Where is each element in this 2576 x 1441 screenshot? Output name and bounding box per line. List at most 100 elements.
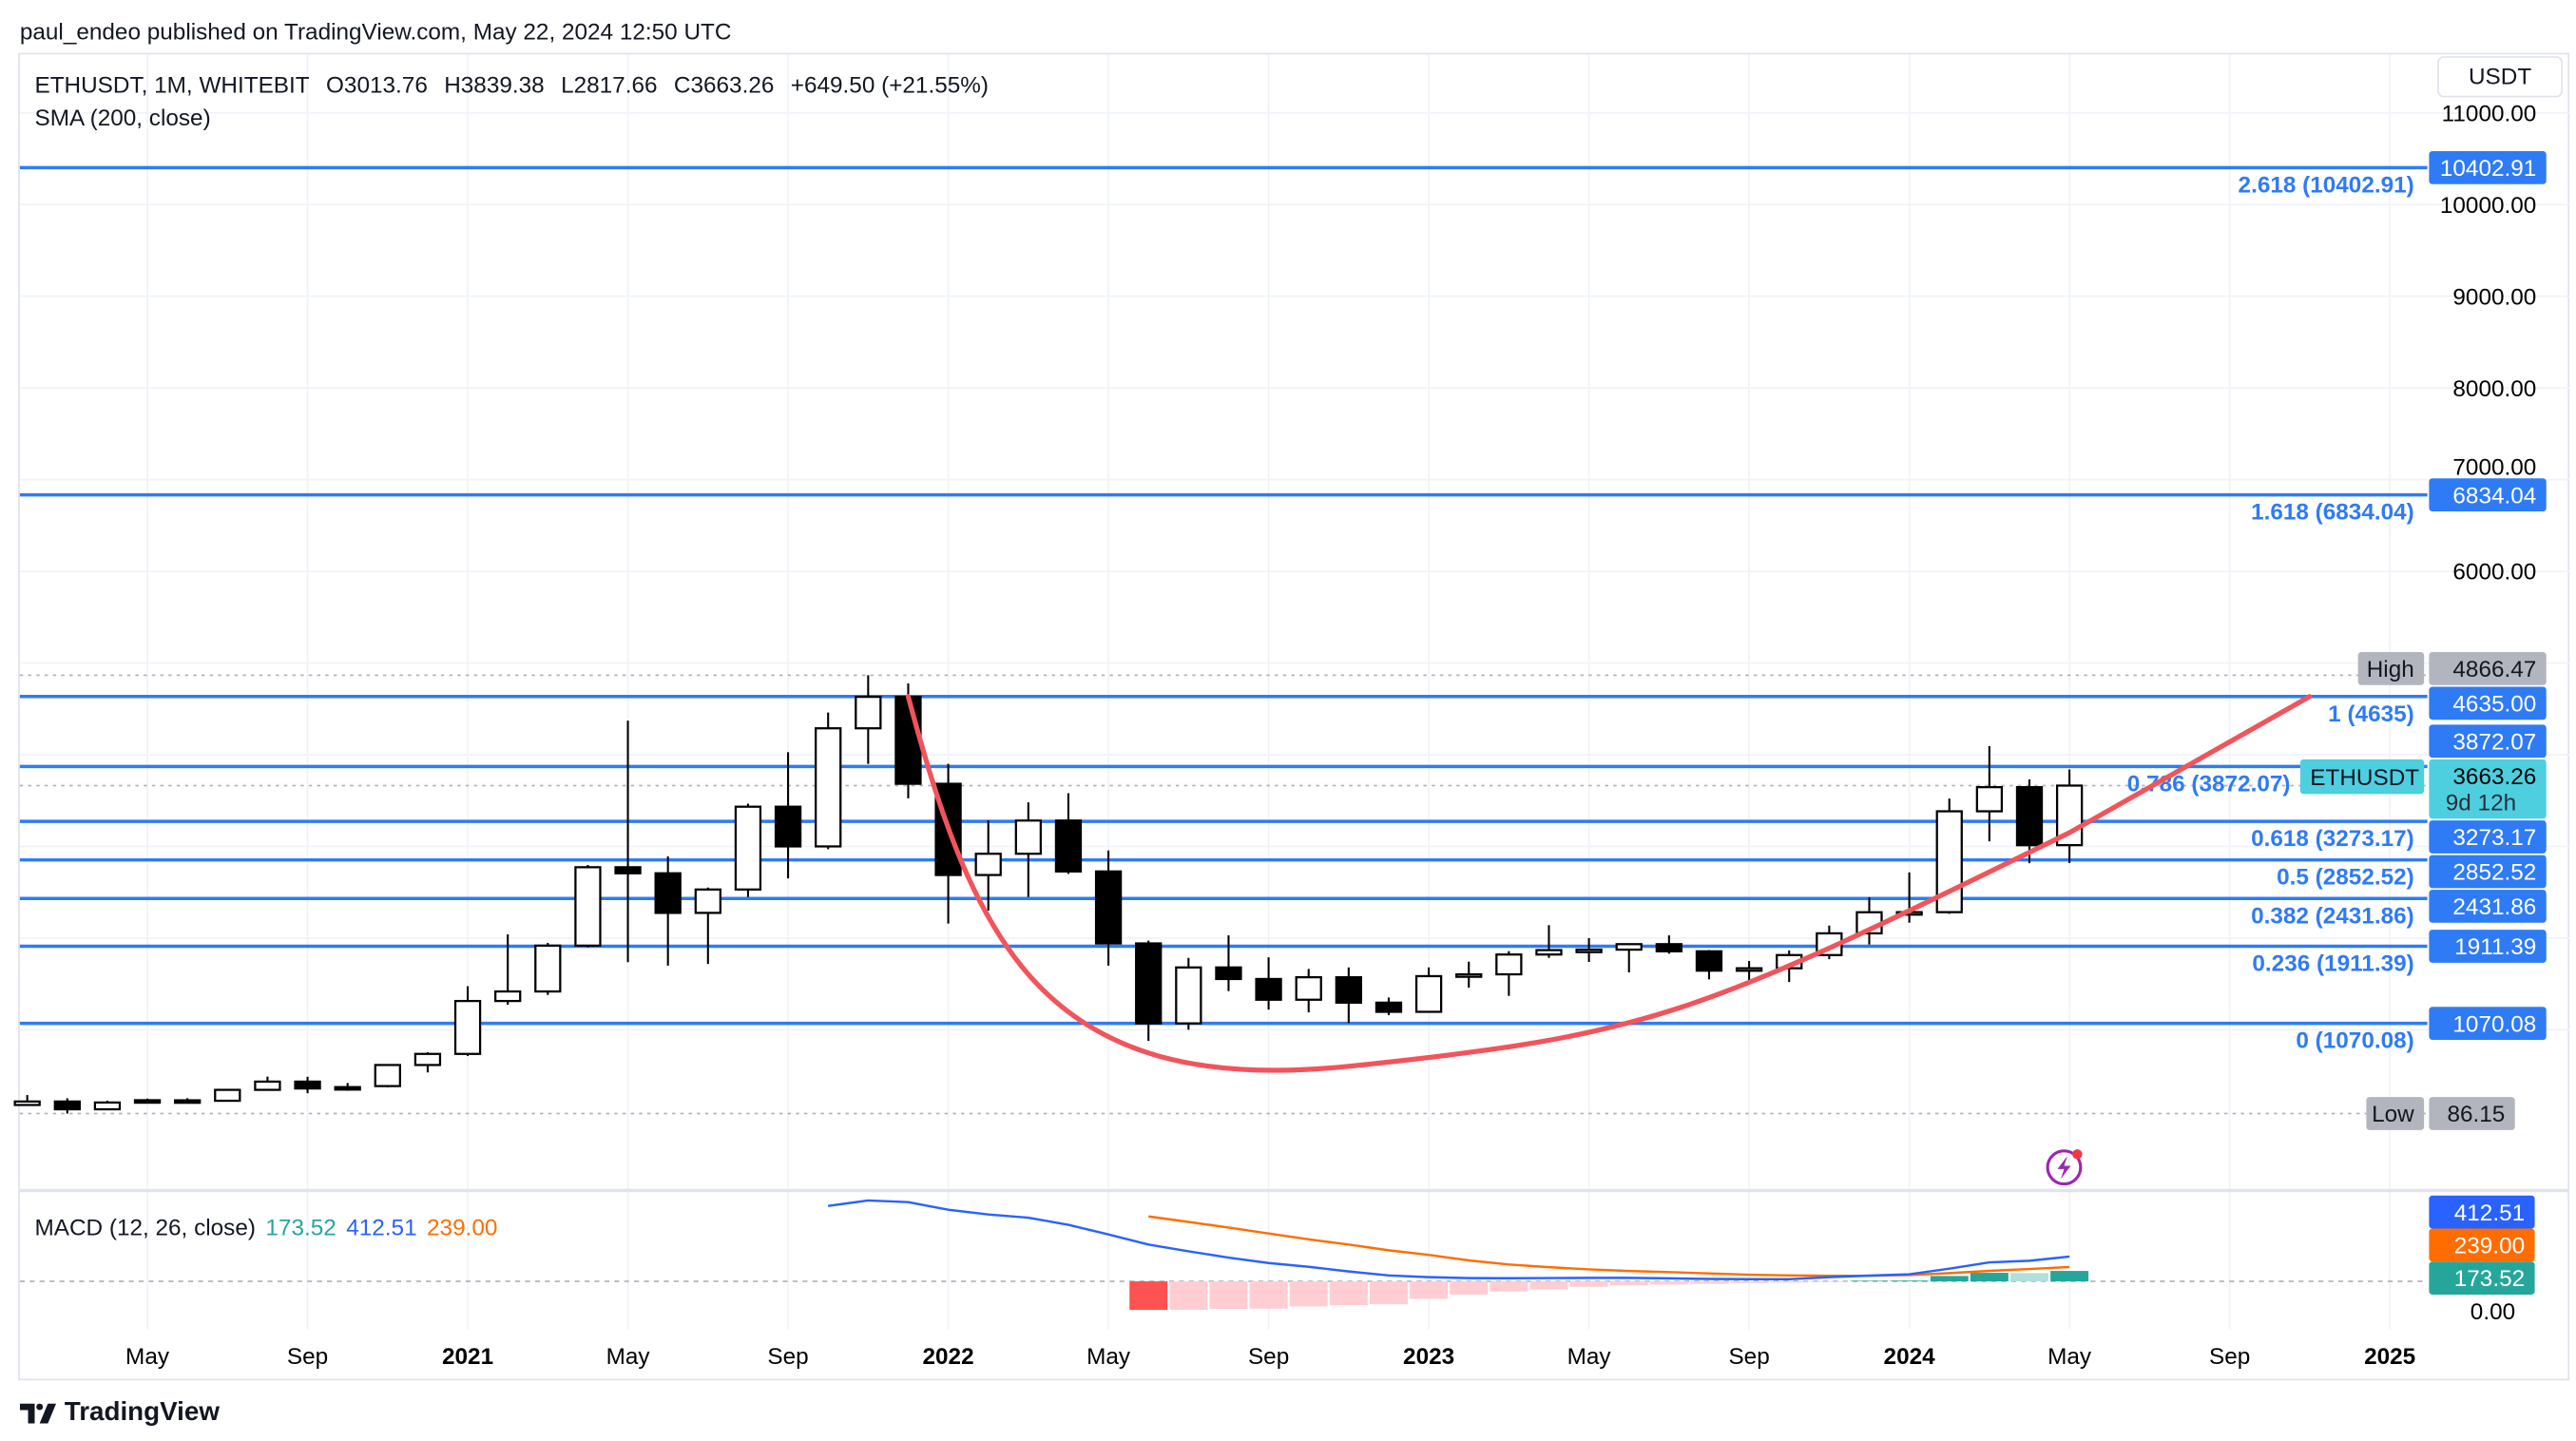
candle[interactable] <box>734 803 762 897</box>
candle[interactable] <box>1975 746 2004 842</box>
candle[interactable] <box>453 986 482 1056</box>
candle[interactable] <box>494 933 522 1005</box>
cup-curve-drawing[interactable] <box>905 694 2313 1073</box>
candle[interactable] <box>294 1076 321 1094</box>
candle[interactable] <box>1735 961 1763 982</box>
lightning-icon[interactable] <box>2046 1149 2083 1186</box>
high-tag[interactable]: High <box>2357 651 2425 685</box>
fib-axis-label[interactable]: 1070.08 <box>2429 1007 2547 1041</box>
sma-indicator-legend[interactable]: SMA (200, close) <box>34 104 211 131</box>
time-axis-tick: 2025 <box>2364 1344 2415 1370</box>
candle[interactable] <box>1054 793 1083 874</box>
signal-axis-label[interactable]: 239.00 <box>2429 1228 2535 1262</box>
candle[interactable] <box>774 752 802 879</box>
symbol-price-tag[interactable]: ETHUSDT <box>2299 759 2425 795</box>
macd-histogram-bar <box>1129 1281 1168 1311</box>
time-axis-tick: Sep <box>1248 1344 1289 1370</box>
candle[interactable] <box>413 1052 442 1073</box>
price-axis-tick: 8000.00 <box>2452 376 2536 402</box>
symbol-price-tag-text: ETHUSDT <box>2310 765 2419 791</box>
candle[interactable] <box>53 1098 81 1114</box>
fib-axis-label[interactable]: 3872.07 <box>2429 724 2547 759</box>
candle[interactable] <box>1695 950 1723 980</box>
candle[interactable] <box>93 1100 122 1111</box>
candle[interactable] <box>1575 937 1603 963</box>
candle[interactable] <box>534 943 562 995</box>
candle[interactable] <box>1655 935 1683 954</box>
candle[interactable] <box>1495 951 1523 996</box>
macd-axis-label-text: 412.51 <box>2454 1201 2525 1226</box>
candle[interactable] <box>1615 943 1643 973</box>
candle[interactable] <box>133 1098 162 1105</box>
candle-body <box>1615 943 1643 951</box>
candle[interactable] <box>2015 779 2044 864</box>
candles <box>13 675 2084 1114</box>
candle[interactable] <box>614 720 642 963</box>
fib-axis-label[interactable]: 2431.86 <box>2429 890 2547 923</box>
candle[interactable] <box>1375 997 1403 1015</box>
candle[interactable] <box>1455 961 1483 989</box>
candle[interactable] <box>974 819 1002 911</box>
fib-axis-label-text: 3872.07 <box>2452 729 2536 755</box>
fib-axis-label[interactable]: 4635.00 <box>2429 686 2547 720</box>
macd-histogram-bar <box>1289 1281 1328 1307</box>
tradingview-logo[interactable]: TradingView <box>19 1398 220 1428</box>
macd-axis-label[interactable]: 412.51 <box>2429 1195 2535 1229</box>
candle[interactable] <box>374 1064 401 1087</box>
fib-axis-label-text: 1911.39 <box>2454 934 2536 960</box>
fib-axis-label[interactable]: 3273.17 <box>2429 820 2547 854</box>
candle[interactable] <box>654 855 682 966</box>
low-tag[interactable]: Low <box>2366 1097 2425 1130</box>
macd-signal-value: 239.00 <box>427 1213 498 1240</box>
candle[interactable] <box>334 1083 361 1091</box>
candle[interactable] <box>855 675 882 764</box>
low-value-label-bg <box>2429 1097 2515 1130</box>
candle[interactable] <box>1175 957 1202 1030</box>
fib-axis-label[interactable]: 10402.91 <box>2429 150 2547 184</box>
candle[interactable] <box>13 1095 41 1106</box>
macd-histogram-bar <box>1490 1281 1528 1292</box>
low-value-label[interactable]: 86.15 <box>2429 1097 2515 1130</box>
fib-axis-label-bg <box>2429 478 2547 511</box>
histogram-axis-label-bg <box>2429 1261 2535 1295</box>
candle[interactable] <box>694 887 721 965</box>
histogram-axis-label[interactable]: 173.52 <box>2429 1261 2535 1295</box>
price-axis-tick: 6000.00 <box>2452 560 2536 586</box>
time-axis-tick: May <box>2047 1344 2092 1370</box>
candle[interactable] <box>1135 940 1163 1041</box>
candle[interactable] <box>1014 802 1042 897</box>
fib-axis-label[interactable]: 2852.52 <box>2429 855 2547 889</box>
candle[interactable] <box>574 865 602 948</box>
symbol-info[interactable]: ETHUSDT, 1M, WHITEBIT <box>34 70 310 98</box>
candle-body <box>374 1064 401 1087</box>
high-value-label[interactable]: 4866.47 <box>2429 651 2547 685</box>
candle-body <box>413 1052 442 1066</box>
candle-body <box>1575 948 1603 953</box>
tradingview-logo-icon <box>19 1403 57 1424</box>
candle[interactable] <box>1215 935 1242 991</box>
fib-axis-label[interactable]: 1911.39 <box>2429 930 2547 963</box>
macd-histogram-bar <box>1209 1281 1248 1310</box>
candle-body <box>1495 953 1523 976</box>
currency-button[interactable]: USDT <box>2437 56 2564 98</box>
fib-axis-label-bg <box>2429 1007 2547 1041</box>
candle[interactable] <box>254 1076 281 1091</box>
fib-axis-label-text: 4635.00 <box>2452 692 2536 718</box>
candle[interactable] <box>1414 967 1443 1013</box>
candle[interactable] <box>815 712 842 850</box>
candle[interactable] <box>1535 925 1563 958</box>
fib-level-label: 0.618 (3273.17) <box>2251 826 2414 852</box>
candle[interactable] <box>1255 957 1282 1010</box>
candle[interactable] <box>894 682 922 798</box>
candle[interactable] <box>174 1098 202 1105</box>
candle[interactable] <box>2055 769 2084 864</box>
macd-legend[interactable]: MACD (12, 26, close) 173.52 412.51 239.00 <box>34 1214 507 1240</box>
candle-body <box>1255 977 1282 1001</box>
candle[interactable] <box>1335 967 1362 1024</box>
candle[interactable] <box>1295 969 1322 1013</box>
candle[interactable] <box>1094 850 1123 966</box>
candle[interactable] <box>214 1088 241 1103</box>
fib-axis-label[interactable]: 6834.04 <box>2429 478 2547 511</box>
